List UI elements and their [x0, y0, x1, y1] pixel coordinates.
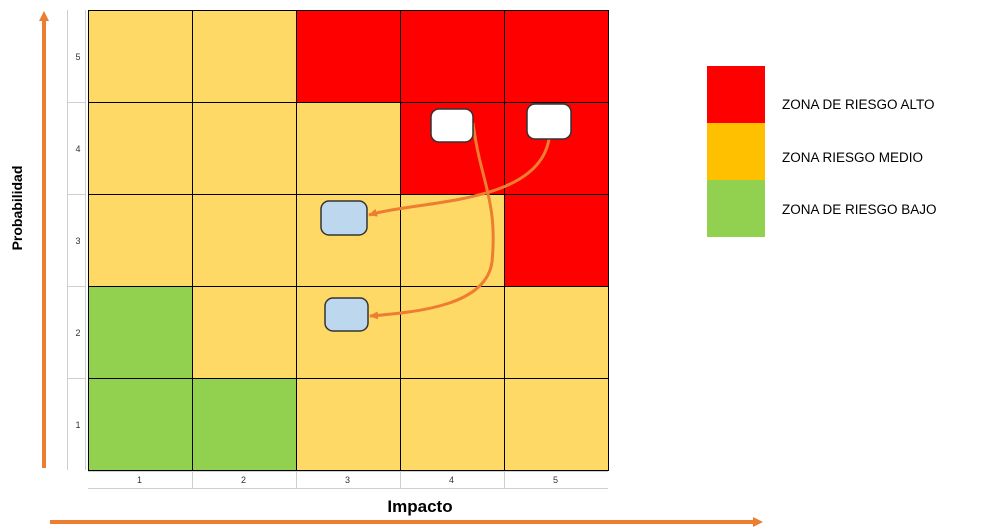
col-label-strip: [88, 471, 608, 489]
row-strip-divider: [67, 102, 86, 103]
risk-cell-medio: [192, 286, 297, 379]
legend-swatch-medio: [707, 123, 765, 180]
row-label-strip: [67, 10, 86, 470]
risk-cell-medio: [504, 378, 609, 471]
row-strip-divider: [67, 378, 86, 379]
y-axis-title: Probabilidad: [9, 165, 25, 251]
col-strip-divider: [400, 471, 401, 489]
risk-cell-alto: [400, 10, 505, 103]
risk-cell-bajo: [88, 286, 193, 379]
risk-cell-alto: [504, 10, 609, 103]
x-axis-title: Impacto: [387, 497, 453, 516]
row-label-1: 1: [75, 420, 81, 430]
row-strip-divider: [67, 286, 86, 287]
risk-cell-medio: [88, 102, 193, 195]
risk-cell-medio: [88, 194, 193, 287]
risk-cell-bajo: [88, 378, 193, 471]
residual-risk-marker[interactable]: [324, 297, 369, 332]
risk-cell-medio: [296, 378, 401, 471]
col-label-1: 1: [136, 475, 142, 485]
col-label-3: 3: [344, 475, 350, 485]
risk-cell-medio: [192, 102, 297, 195]
legend-label-alto: ZONA DE RIESGO ALTO: [782, 97, 935, 112]
risk-cell-alto: [296, 10, 401, 103]
risk-cell-medio: [400, 194, 505, 287]
inherent-risk-marker[interactable]: [430, 108, 474, 143]
residual-risk-marker[interactable]: [320, 200, 368, 236]
risk-cell-medio: [400, 378, 505, 471]
row-label-2: 2: [75, 328, 81, 338]
row-label-3: 3: [75, 236, 81, 246]
risk-cell-medio: [192, 194, 297, 287]
col-label-5: 5: [552, 475, 558, 485]
row-strip-divider: [67, 194, 86, 195]
risk-cell-alto: [504, 194, 609, 287]
legend-label-bajo: ZONA DE RIESGO BAJO: [782, 202, 937, 217]
col-strip-divider: [296, 471, 297, 489]
legend-swatch-alto: [707, 66, 765, 123]
risk-cell-medio: [88, 10, 193, 103]
col-strip-divider: [504, 471, 505, 489]
legend-label-medio: ZONA RIESGO MEDIO: [782, 150, 924, 165]
row-label-4: 4: [75, 144, 81, 154]
col-label-4: 4: [448, 475, 454, 485]
col-label-2: 2: [240, 475, 246, 485]
risk-cell-bajo: [192, 378, 297, 471]
risk-cell-medio: [504, 286, 609, 379]
row-label-5: 5: [75, 52, 81, 62]
risk-cell-medio: [192, 10, 297, 103]
legend-swatch-bajo: [707, 180, 765, 237]
risk-cell-medio: [400, 286, 505, 379]
inherent-risk-marker[interactable]: [526, 103, 572, 140]
risk-cell-medio: [296, 102, 401, 195]
col-strip-divider: [192, 471, 193, 489]
